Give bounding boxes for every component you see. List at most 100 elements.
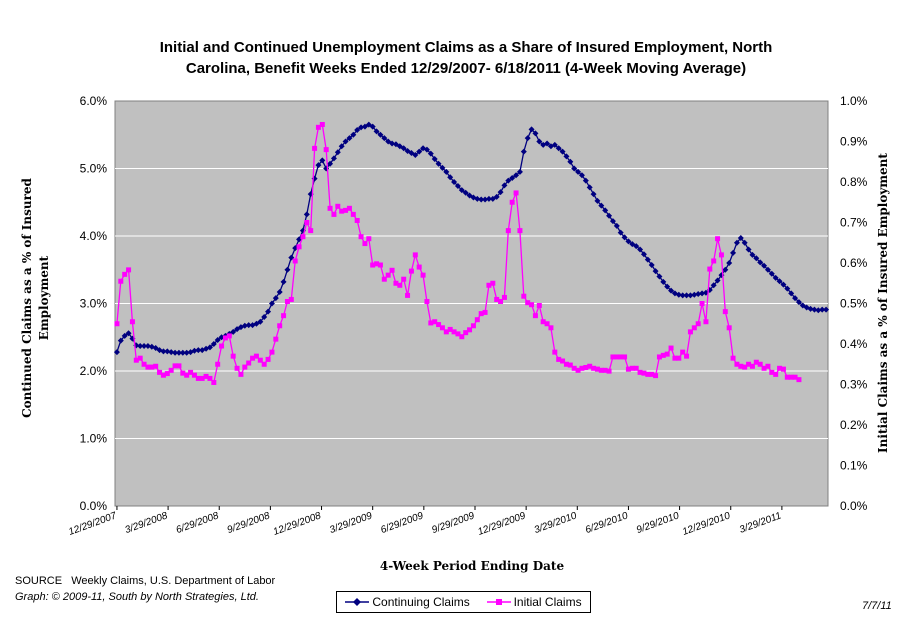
- data-point: [742, 364, 748, 370]
- data-point: [241, 322, 248, 329]
- data-point: [400, 145, 407, 152]
- data-point: [157, 369, 163, 375]
- x-tick-label: 12/29/2007: [67, 510, 118, 538]
- data-point: [172, 363, 178, 369]
- legend-item-continuing: Continuing Claims: [345, 595, 470, 609]
- data-point: [699, 290, 706, 297]
- data-point: [117, 337, 124, 344]
- data-point: [726, 325, 732, 331]
- data-point: [401, 276, 407, 282]
- data-point: [184, 372, 190, 378]
- data-point: [330, 155, 337, 162]
- data-point: [486, 282, 492, 288]
- gridlines: [115, 168, 828, 439]
- data-point: [121, 332, 128, 339]
- data-point: [482, 196, 489, 203]
- data-point: [501, 294, 507, 300]
- data-point: [792, 374, 798, 380]
- data-point: [792, 295, 799, 302]
- data-point: [811, 306, 818, 313]
- data-point: [470, 323, 476, 329]
- data-point: [633, 243, 640, 250]
- data-point: [532, 313, 538, 319]
- x-axis-ticks: 12/29/2007 3/29/2008 6/29/2008 9/29/2008 12/…: [67, 506, 783, 538]
- data-point: [195, 375, 201, 381]
- data-point: [342, 138, 349, 145]
- x-tick-label: 12/29/2010: [681, 510, 732, 538]
- data-point: [338, 143, 345, 150]
- data-point: [777, 365, 783, 371]
- data-point: [268, 300, 275, 307]
- x-tick-label: 3/29/2009: [328, 510, 374, 536]
- data-point: [715, 236, 721, 242]
- data-point: [521, 293, 527, 299]
- data-point: [529, 302, 535, 308]
- data-point: [211, 379, 217, 385]
- data-point: [443, 168, 450, 175]
- data-point: [312, 145, 318, 151]
- data-point: [144, 343, 151, 350]
- data-point: [772, 274, 779, 281]
- y-axis-left-title-line-2: Employment: [37, 255, 51, 340]
- data-point: [567, 362, 573, 368]
- y-right-tick-label: 0.8%: [840, 175, 868, 189]
- data-point: [516, 168, 523, 175]
- data-point: [315, 162, 322, 169]
- data-point: [579, 365, 585, 371]
- data-point: [687, 329, 693, 335]
- data-point: [381, 135, 388, 142]
- data-point: [722, 309, 728, 315]
- data-point: [405, 292, 411, 298]
- data-point: [648, 262, 655, 269]
- data-point: [432, 319, 438, 325]
- data-point: [637, 369, 643, 375]
- x-tick-label: 3/29/2010: [533, 510, 579, 536]
- data-point: [168, 367, 174, 373]
- data-point: [164, 348, 171, 355]
- legend-item-initial: Initial Claims: [486, 595, 582, 609]
- data-point: [741, 239, 748, 246]
- data-point: [389, 140, 396, 147]
- data-point: [176, 363, 182, 369]
- data-point: [552, 349, 558, 355]
- y-axis-right-ticks: 0.0% 0.1% 0.2% 0.3% 0.4% 0.5% 0.6% 0.7% 0.8% 0.9%…: [840, 94, 868, 513]
- data-point: [188, 369, 194, 375]
- data-point: [795, 299, 802, 306]
- data-point: [710, 282, 717, 289]
- data-point: [594, 366, 600, 372]
- data-point: [653, 373, 659, 379]
- data-point: [497, 189, 504, 196]
- data-point: [730, 249, 737, 256]
- data-point: [761, 365, 767, 371]
- data-point: [614, 354, 620, 360]
- y-right-tick-label: 0.1%: [840, 459, 868, 473]
- data-point: [149, 364, 155, 370]
- y-right-tick-label: 0.4%: [840, 337, 868, 351]
- y-axis-right-title: Initial Claims as a % of Insured Employm…: [876, 153, 890, 453]
- chart-date: 7/7/11: [862, 600, 892, 612]
- data-point: [684, 353, 690, 359]
- data-point: [179, 349, 186, 356]
- data-point: [474, 195, 481, 202]
- data-point: [277, 323, 283, 329]
- data-point: [358, 234, 364, 240]
- data-point: [431, 156, 438, 163]
- data-point: [524, 135, 531, 142]
- data-point: [319, 157, 326, 164]
- data-point: [683, 292, 690, 299]
- data-point: [668, 287, 675, 294]
- data-point: [206, 344, 213, 351]
- data-point: [373, 128, 380, 135]
- data-point: [416, 264, 422, 270]
- data-point: [308, 228, 314, 234]
- data-point: [459, 334, 465, 340]
- data-point: [505, 177, 512, 184]
- data-point: [625, 238, 632, 245]
- data-point: [265, 356, 271, 362]
- data-point: [664, 351, 670, 357]
- graph-credit: Graph: © 2009-11, South by North Strateg…: [15, 591, 259, 603]
- data-point: [250, 355, 256, 361]
- data-point: [687, 292, 694, 299]
- data-point: [695, 321, 701, 327]
